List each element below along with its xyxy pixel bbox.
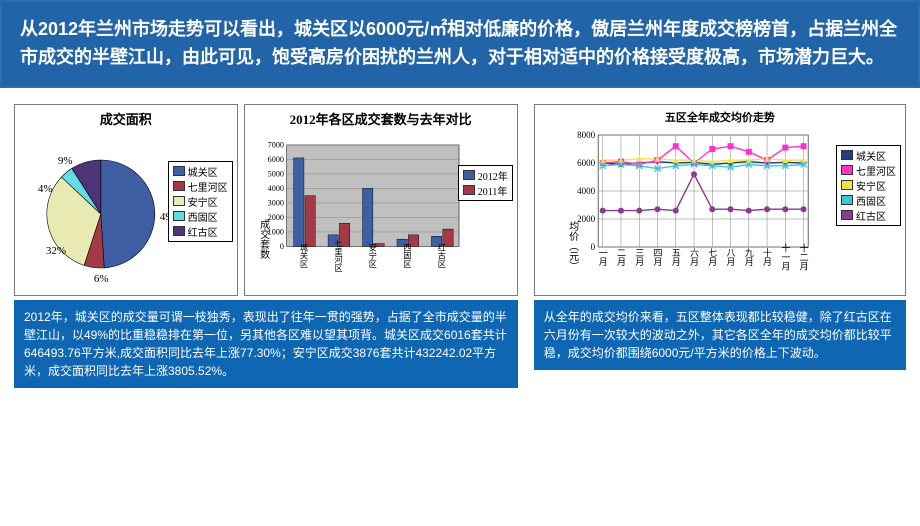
svg-text:6%: 6% xyxy=(94,273,109,285)
bar-chart: 2012年各区成交套数与去年对比 0 1000 2000 3000 4000 5000 60… xyxy=(244,104,518,296)
svg-text:安宁区: 安宁区 xyxy=(368,242,377,267)
svg-text:十月: 十月 xyxy=(762,247,772,267)
line-title: 五区全年成交均价走势 xyxy=(535,105,905,129)
svg-text:三月: 三月 xyxy=(634,248,644,267)
svg-text:4000: 4000 xyxy=(577,186,596,196)
charts-row: 成交面积 49%6%32%4%9% 城关区七里河区安宁区西固区红古区 2012年… xyxy=(0,88,920,388)
svg-text:5000: 5000 xyxy=(267,169,283,178)
svg-text:西固区: 西固区 xyxy=(402,243,411,268)
right-textbox: 从全年的成交均价来看，五区整体表现都比较稳健，除了红古区在六月份有一次较大的波动… xyxy=(534,300,906,370)
svg-text:3000: 3000 xyxy=(267,198,283,207)
bar-svg: 0 1000 2000 3000 4000 5000 6000 7000 城关区 七里河区 安宁区… xyxy=(245,132,517,292)
svg-text:五月: 五月 xyxy=(670,248,680,267)
svg-text:十二月: 十二月 xyxy=(798,242,808,271)
svg-text:四月: 四月 xyxy=(652,248,662,267)
svg-text:6000: 6000 xyxy=(267,155,283,164)
pie-title: 成交面积 xyxy=(15,105,237,132)
line-legend: 城关区七里河区安宁区西固区红古区 xyxy=(836,145,901,226)
svg-text:城关区: 城关区 xyxy=(299,243,308,268)
bar-ylabel: 成交套数 xyxy=(257,219,269,260)
svg-text:32%: 32% xyxy=(46,245,66,257)
svg-text:十一月: 十一月 xyxy=(780,242,790,271)
svg-text:0: 0 xyxy=(280,242,284,251)
left-column: 成交面积 49%6%32%4%9% 城关区七里河区安宁区西固区红古区 2012年… xyxy=(14,104,518,388)
svg-text:一月: 一月 xyxy=(597,248,607,267)
bar-title: 2012年各区成交套数与去年对比 xyxy=(245,105,517,132)
svg-text:0: 0 xyxy=(590,242,595,252)
svg-text:7000: 7000 xyxy=(267,140,283,149)
right-column: 五区全年成交均价走势 0 2000 4000 6000 8000 一月二月三月四月五月六… xyxy=(534,104,906,388)
left-textbox: 2012年，城关区的成交量可谓一枝独秀，表现出了往年一贯的强势，占据了全市成交量… xyxy=(14,300,518,388)
bar-legend: 2012年2011年 xyxy=(458,165,513,201)
svg-text:红古区: 红古区 xyxy=(437,242,446,267)
svg-text:4000: 4000 xyxy=(267,184,283,193)
svg-text:七月: 七月 xyxy=(707,248,717,267)
svg-text:6000: 6000 xyxy=(577,158,596,168)
svg-text:六月: 六月 xyxy=(689,247,699,267)
line-ylabel: 均价（元） xyxy=(566,221,578,271)
svg-text:二月: 二月 xyxy=(616,248,626,267)
svg-text:8000: 8000 xyxy=(577,130,596,140)
svg-text:1000: 1000 xyxy=(267,227,283,236)
pie-chart: 成交面积 49%6%32%4%9% 城关区七里河区安宁区西固区红古区 xyxy=(14,104,238,296)
svg-text:9%: 9% xyxy=(58,155,73,167)
svg-text:2000: 2000 xyxy=(577,214,596,224)
header-box: 从2012年兰州市场走势可以看出，城关区以6000元/㎡相对低廉的价格，傲居兰州… xyxy=(0,0,920,88)
pie-legend: 城关区七里河区安宁区西固区红古区 xyxy=(168,161,233,242)
svg-text:九月: 九月 xyxy=(744,248,754,267)
svg-text:2000: 2000 xyxy=(267,213,283,222)
svg-text:八月: 八月 xyxy=(725,248,735,267)
line-chart: 五区全年成交均价走势 0 2000 4000 6000 8000 一月二月三月四月五月六… xyxy=(534,104,906,296)
svg-text:4%: 4% xyxy=(38,183,53,195)
svg-text:七里河区: 七里河区 xyxy=(334,239,343,272)
